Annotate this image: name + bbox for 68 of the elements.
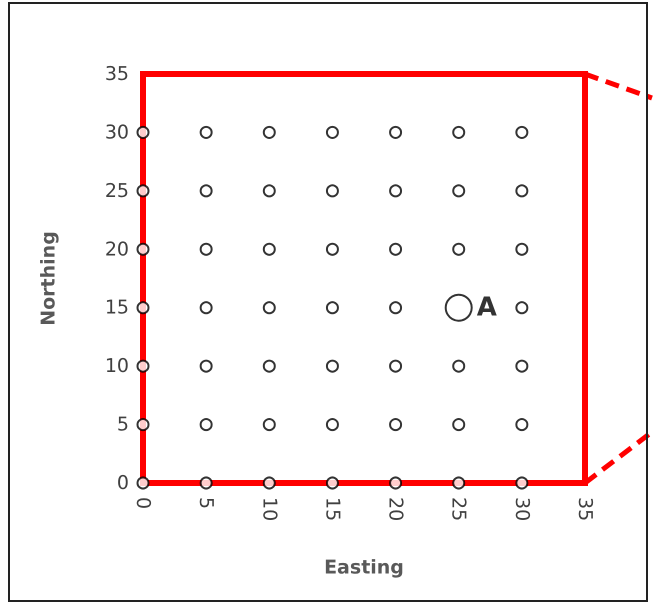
point: [515, 184, 528, 198]
point: [262, 360, 276, 373]
y-tick-label: 35: [104, 63, 129, 85]
point: [326, 418, 339, 432]
point: [200, 360, 213, 373]
x-tick-label: 20: [384, 497, 407, 522]
point: [200, 418, 213, 432]
point: [389, 126, 402, 139]
y-tick-label: 20: [104, 238, 129, 260]
point: [200, 301, 213, 314]
point: [326, 301, 339, 314]
point: [452, 242, 466, 256]
y-tick-label: 25: [104, 180, 129, 202]
point: [262, 418, 276, 432]
point: [262, 476, 276, 490]
point: [136, 476, 150, 490]
point: [262, 184, 276, 198]
point: [389, 301, 402, 314]
point: [136, 184, 150, 198]
point: [452, 184, 466, 198]
point: [136, 360, 150, 373]
y-tick-label: 0: [116, 472, 129, 494]
point: [200, 476, 213, 490]
point: [326, 184, 339, 198]
x-tick-label: 5: [195, 497, 218, 510]
point: [515, 242, 528, 256]
x-tick-label: 10: [258, 497, 280, 522]
point: [444, 294, 473, 322]
point: [326, 242, 339, 256]
point: [326, 360, 339, 373]
point: [515, 360, 528, 373]
point: [389, 184, 402, 198]
point: [262, 301, 276, 314]
x-tick-label: 0: [132, 497, 154, 510]
point: [200, 184, 213, 198]
point: [200, 126, 213, 139]
point: [389, 476, 402, 490]
point: [136, 418, 150, 432]
point: [515, 476, 528, 490]
point: [200, 242, 213, 256]
point: [326, 476, 339, 490]
point: [452, 418, 466, 432]
y-axis-title: Northing: [38, 231, 60, 326]
point: [452, 126, 466, 139]
point: [326, 126, 339, 139]
point: [262, 242, 276, 256]
point: [515, 126, 528, 139]
point: [136, 126, 150, 139]
point: [136, 242, 150, 256]
point: [452, 476, 466, 490]
x-tick-label: 30: [510, 497, 533, 522]
y-tick-label: 10: [104, 355, 129, 378]
point: [389, 360, 402, 373]
series-label: A: [476, 292, 497, 323]
point: [136, 301, 150, 314]
x-tick-label: 35: [574, 497, 596, 522]
point: [389, 418, 402, 432]
y-tick-label: 5: [116, 414, 129, 436]
point: [515, 301, 528, 314]
x-tick-label: 15: [321, 497, 344, 522]
point: [515, 418, 528, 432]
x-tick-label: 25: [448, 497, 470, 522]
y-tick-label: 15: [104, 296, 129, 319]
point: [389, 242, 402, 256]
x-axis-title: Easting: [324, 556, 404, 578]
y-tick-label: 30: [104, 121, 129, 144]
point: [262, 126, 276, 139]
point: [452, 360, 466, 373]
